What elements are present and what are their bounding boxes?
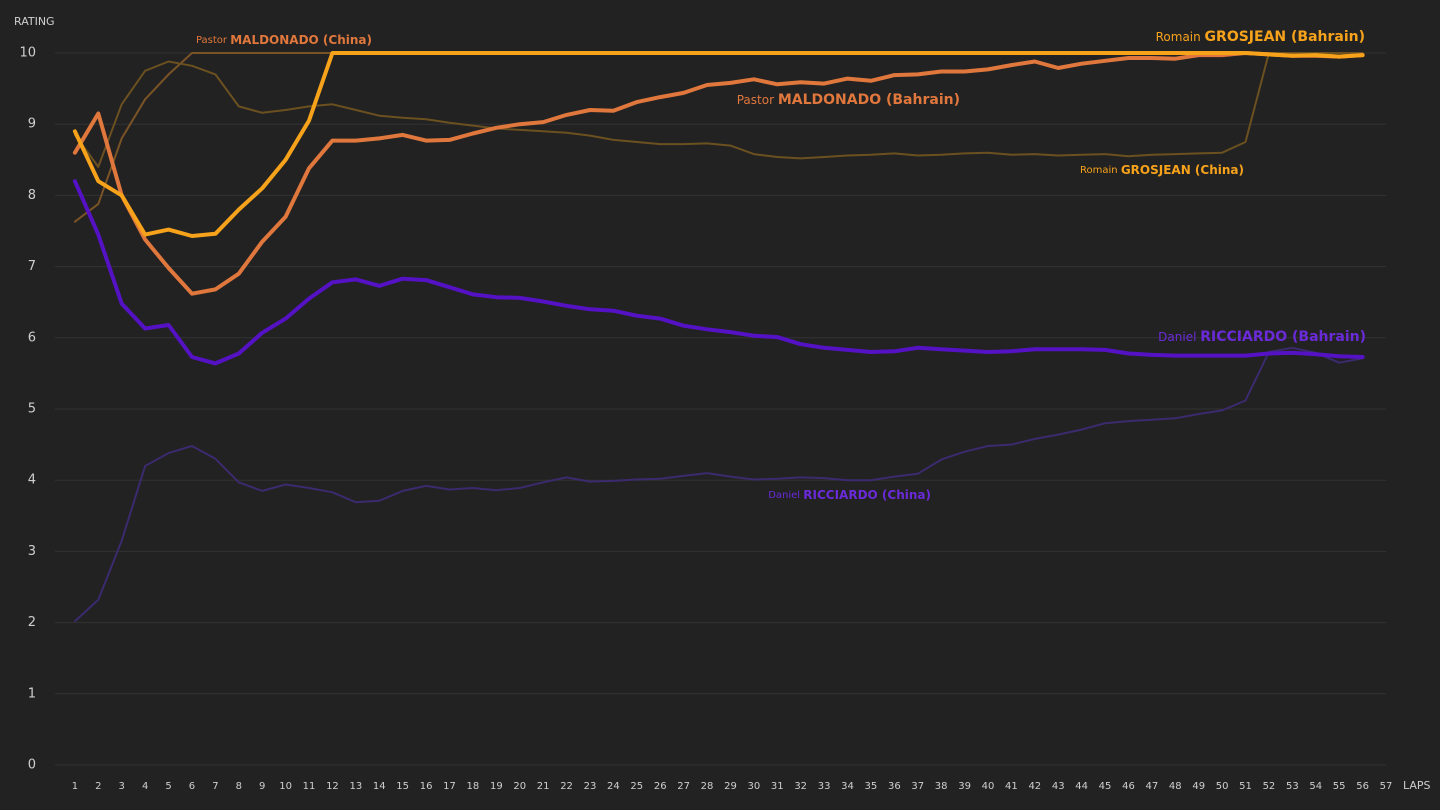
series-label: Daniel RICCIARDO (China) [768, 488, 931, 502]
x-tick-label: 5 [165, 781, 171, 792]
x-tick-label: 16 [420, 781, 433, 792]
x-tick-label: 25 [630, 781, 643, 792]
y-tick-label: 2 [28, 615, 36, 630]
x-tick-label: 46 [1122, 781, 1135, 792]
x-tick-label: 30 [747, 781, 760, 792]
x-tick-label: 43 [1052, 781, 1065, 792]
x-tick-label: 7 [212, 781, 218, 792]
y-tick-label: 1 [28, 686, 36, 701]
y-tick-label: 4 [28, 473, 36, 488]
x-tick-label: 50 [1216, 781, 1229, 792]
x-tick-label: 17 [443, 781, 456, 792]
x-tick-label: 33 [818, 781, 831, 792]
series-label: Pastor MALDONADO (Bahrain) [737, 92, 960, 108]
x-tick-label: 41 [1005, 781, 1018, 792]
x-tick-label: 40 [982, 781, 995, 792]
x-tick-label: 22 [560, 781, 573, 792]
x-tick-label: 34 [841, 781, 854, 792]
x-tick-label: 24 [607, 781, 620, 792]
y-tick-label: 8 [28, 188, 36, 203]
x-tick-label: 18 [467, 781, 480, 792]
x-tick-label: 32 [794, 781, 807, 792]
x-tick-label: 38 [935, 781, 948, 792]
x-tick-label: 3 [119, 781, 125, 792]
x-tick-label: 1 [72, 781, 78, 792]
y-axis-title: RATING [14, 15, 55, 28]
y-tick-label: 0 [28, 758, 36, 773]
x-tick-label: 14 [373, 781, 386, 792]
x-tick-label: 48 [1169, 781, 1182, 792]
x-tick-label: 13 [349, 781, 362, 792]
y-tick-label: 10 [19, 46, 36, 61]
x-tick-label: 27 [677, 781, 690, 792]
x-tick-label: 55 [1333, 781, 1346, 792]
x-tick-label: 26 [654, 781, 667, 792]
x-tick-label: 10 [279, 781, 292, 792]
x-tick-label: 23 [584, 781, 597, 792]
x-tick-label: 45 [1099, 781, 1112, 792]
x-tick-label: 15 [396, 781, 409, 792]
x-tick-label: 9 [259, 781, 265, 792]
x-tick-label: 35 [865, 781, 878, 792]
x-tick-label: 28 [701, 781, 714, 792]
x-tick-label: 6 [189, 781, 195, 792]
y-tick-label: 6 [28, 330, 36, 345]
x-tick-label: 44 [1075, 781, 1088, 792]
series-line [72, 179, 1365, 366]
x-tick-label: 39 [958, 781, 971, 792]
series-line [73, 346, 1364, 623]
x-tick-label: 8 [236, 781, 242, 792]
x-tick-label: 2 [95, 781, 101, 792]
x-tick-label: 36 [888, 781, 901, 792]
y-tick-label: 7 [28, 259, 36, 274]
x-tick-label: 53 [1286, 781, 1299, 792]
series-label: Pastor MALDONADO (China) [196, 33, 372, 47]
series-line [72, 51, 1365, 238]
y-tick-label: 9 [28, 117, 36, 132]
x-tick-label: 11 [303, 781, 316, 792]
series-label: Daniel RICCIARDO (Bahrain) [1158, 329, 1366, 345]
series-label: Romain GROSJEAN (Bahrain) [1156, 29, 1365, 45]
x-tick-label: 52 [1263, 781, 1276, 792]
x-tick-label: 57 [1380, 781, 1393, 792]
x-tick-label: 31 [771, 781, 784, 792]
x-tick-label: 42 [1028, 781, 1041, 792]
x-tick-label: 49 [1192, 781, 1205, 792]
x-tick-label: 47 [1146, 781, 1159, 792]
series-line [72, 51, 1365, 296]
x-tick-label: 54 [1309, 781, 1322, 792]
x-tick-label: 20 [513, 781, 526, 792]
x-axis-title: LAPS [1403, 779, 1431, 792]
x-tick-label: 56 [1356, 781, 1369, 792]
y-tick-label: 3 [28, 544, 36, 559]
x-tick-label: 21 [537, 781, 550, 792]
x-tick-label: 19 [490, 781, 503, 792]
series-label: Romain GROSJEAN (China) [1080, 163, 1244, 177]
x-tick-label: 51 [1239, 781, 1252, 792]
x-tick-label: 29 [724, 781, 737, 792]
series-line [73, 52, 1364, 168]
x-tick-label: 4 [142, 781, 148, 792]
y-tick-label: 5 [28, 402, 36, 417]
x-tick-label: 12 [326, 781, 339, 792]
x-tick-label: 37 [911, 781, 924, 792]
